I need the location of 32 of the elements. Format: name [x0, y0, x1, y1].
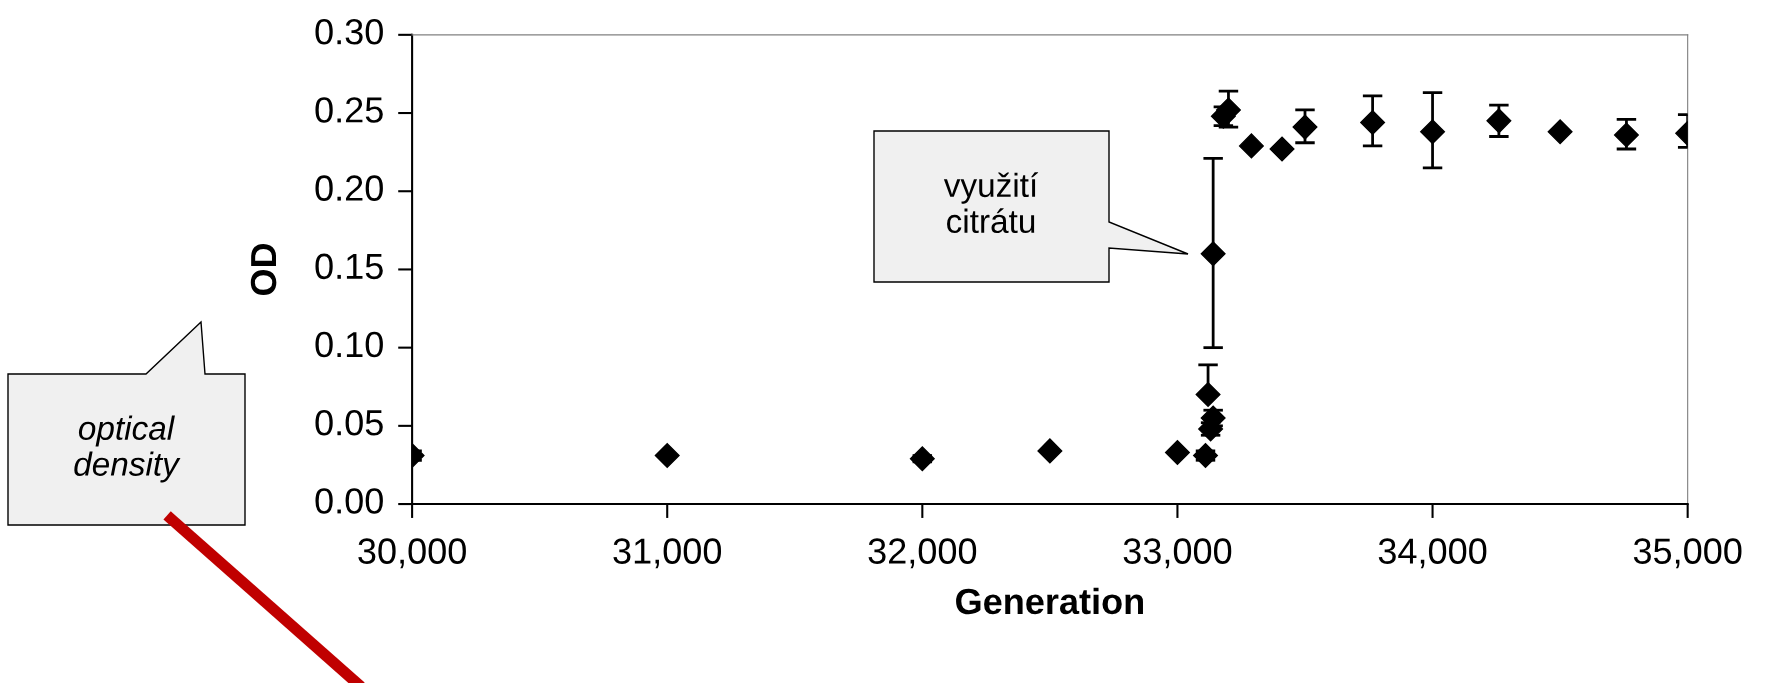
y-tick-label: 0.00: [315, 488, 383, 514]
point: [909, 446, 935, 472]
x-tick-label: 32,000: [868, 538, 977, 569]
x-tick-label: 31,000: [613, 538, 722, 569]
point: [1269, 136, 1295, 162]
point: [1547, 119, 1573, 145]
y-tick-label: 0.15: [315, 253, 383, 280]
y-tick-label: 0.25: [315, 97, 383, 123]
point: [1037, 438, 1063, 464]
point: [1193, 443, 1218, 469]
y-axis-title: OD: [250, 243, 277, 296]
y-tick-label: 0.10: [315, 331, 383, 358]
x-tick-label: 35,000: [1633, 538, 1742, 569]
point: [1613, 122, 1639, 148]
point: [1195, 382, 1221, 408]
y-tick-label: 0.05: [315, 409, 383, 436]
point: [1360, 109, 1386, 135]
point: [1292, 114, 1318, 140]
y-tick-label: 0.30: [315, 18, 383, 45]
point: [1200, 241, 1226, 267]
point: [1164, 439, 1190, 465]
point: [1420, 119, 1446, 145]
x-tick-label: 34,000: [1378, 538, 1487, 569]
x-axis-title: Generation: [956, 587, 1143, 615]
y-tick-label: 0.20: [315, 175, 383, 201]
annotation: využití citrátu: [943, 172, 1039, 234]
x-tick-label: 33,000: [1123, 538, 1232, 569]
point: [1238, 133, 1264, 159]
x-tick-label: 30,000: [358, 538, 466, 569]
text: optical density: [74, 415, 181, 483]
point: [654, 443, 680, 469]
point: [1486, 108, 1512, 134]
